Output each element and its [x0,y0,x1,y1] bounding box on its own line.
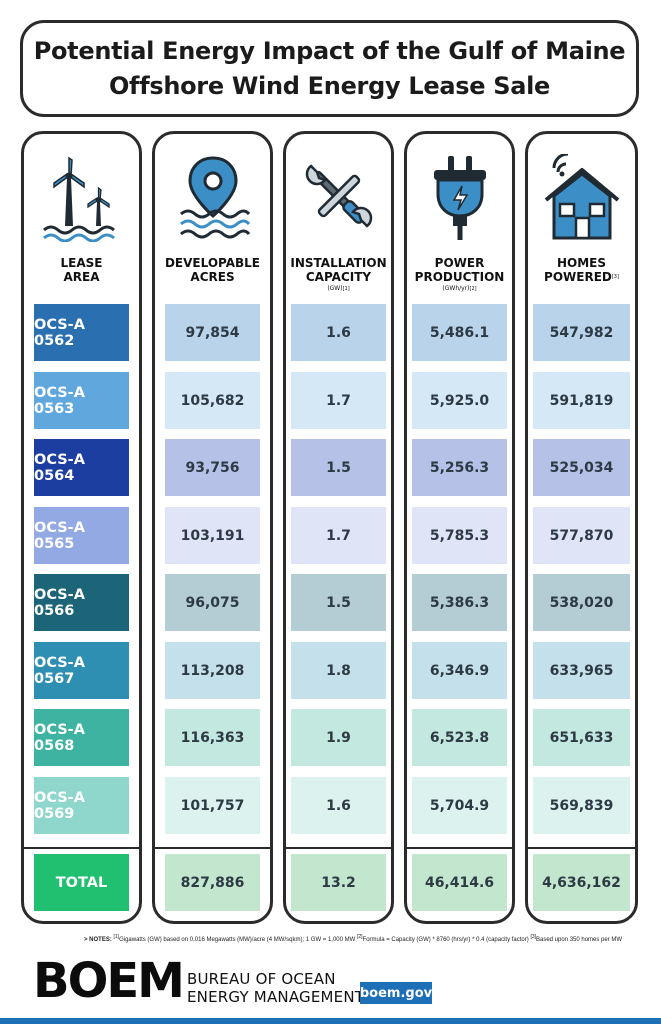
page-title-line-2: Offshore Wind Energy Lease Sale [108,71,551,100]
lease-cell: OCS-A 0562 [34,304,129,361]
capacity-cell: 1.6 [291,304,386,361]
page-title-line-1: Potential Energy Impact of the Gulf of M… [33,36,626,65]
total-acres-cell: 827,886 [165,854,260,911]
power-cell: 5,486.1 [412,304,507,361]
total-divider [155,847,270,849]
power-plug-icon [433,156,486,240]
ocean-location-pin-icon [179,156,250,239]
power-production-label: POWER PRODUCTION (GWh/yr)[2] [414,256,505,292]
homes-cell: 577,870 [533,507,630,564]
power-cell: 5,925.0 [412,372,507,429]
homes-cell: 547,982 [533,304,630,361]
developable-acres-label: DEVELOPABLE ACRES [164,256,261,284]
total-divider [24,847,139,849]
homes-powered-column: HOMES POWERED[3] [525,131,638,924]
total-divider [286,847,391,849]
lease-cell: OCS-A 0568 [34,709,129,766]
installation-capacity-label: INSTALLATION CAPACITY (GW)[1] [290,256,387,292]
homes-powered-label: HOMES POWERED[3] [544,256,619,284]
lease-area-column: LEASE AREA [21,131,142,924]
installation-capacity-column: INSTALLATION CAPACITY (GW)[1] [283,131,394,924]
homes-cell: 525,034 [533,439,630,496]
total-divider [407,847,512,849]
capacity-cell: 1.9 [291,709,386,766]
power-production-header: POWER PRODUCTION (GWh/yr)[2] [407,150,512,305]
acres-cell: 116,363 [165,709,260,766]
lease-cell: OCS-A 0565 [34,507,129,564]
lease-cell: OCS-A 0563 [34,372,129,429]
capacity-cell: 1.6 [291,777,386,834]
boem-logo: BOEM [33,953,185,1009]
power-cell: 5,386.3 [412,574,507,631]
acres-cell: 103,191 [165,507,260,564]
acres-cell: 97,854 [165,304,260,361]
power-cell: 6,346.9 [412,642,507,699]
wind-turbines-icon [42,156,115,242]
capacity-cell: 1.7 [291,372,386,429]
total-divider [528,847,635,849]
developable-acres-header: DEVELOPABLE ACRES [155,150,270,305]
title-box: Potential Energy Impact of the Gulf of M… [20,20,639,117]
lease-cell: OCS-A 0569 [34,777,129,834]
homes-powered-header: HOMES POWERED[3] [528,150,635,305]
org-name-line-2: ENERGY MANAGEMENT [187,988,365,1006]
website-link[interactable]: boem.gov [360,982,432,1004]
lease-cell: OCS-A 0566 [34,574,129,631]
installation-capacity-header: INSTALLATION CAPACITY (GW)[1] [286,150,391,305]
total-lease-cell: TOTAL [34,854,129,911]
bottom-accent-bar [0,1018,661,1024]
lease-cell: OCS-A 0567 [34,642,129,699]
acres-cell: 113,208 [165,642,260,699]
lease-area-header: LEASE AREA [24,150,139,305]
acres-cell: 96,075 [165,574,260,631]
total-power-cell: 46,414.6 [412,854,507,911]
homes-cell: 651,633 [533,709,630,766]
total-capacity-cell: 13.2 [291,854,386,911]
homes-cell: 633,965 [533,642,630,699]
homes-cell: 591,819 [533,372,630,429]
homes-cell: 538,020 [533,574,630,631]
homes-cell: 569,839 [533,777,630,834]
notes: > NOTES: [1]Gigawatts (GW) based on 0.01… [84,934,623,943]
lease-area-label: LEASE AREA [60,256,103,284]
tools-icon [305,164,372,228]
capacity-cell: 1.8 [291,642,386,699]
org-name-line-1: BUREAU OF OCEAN [187,970,336,988]
power-cell: 5,256.3 [412,439,507,496]
lease-cell: OCS-A 0564 [34,439,129,496]
power-cell: 5,785.3 [412,507,507,564]
capacity-cell: 1.5 [291,574,386,631]
power-cell: 5,704.9 [412,777,507,834]
developable-acres-column: DEVELOPABLE ACRES [152,131,273,924]
capacity-cell: 1.5 [291,439,386,496]
acres-cell: 105,682 [165,372,260,429]
acres-cell: 93,756 [165,439,260,496]
total-homes-cell: 4,636,162 [533,854,630,911]
acres-cell: 101,757 [165,777,260,834]
capacity-cell: 1.7 [291,507,386,564]
power-cell: 6,523.8 [412,709,507,766]
smart-home-icon [544,154,619,240]
power-production-column: POWER PRODUCTION (GWh/yr)[2] [404,131,515,924]
